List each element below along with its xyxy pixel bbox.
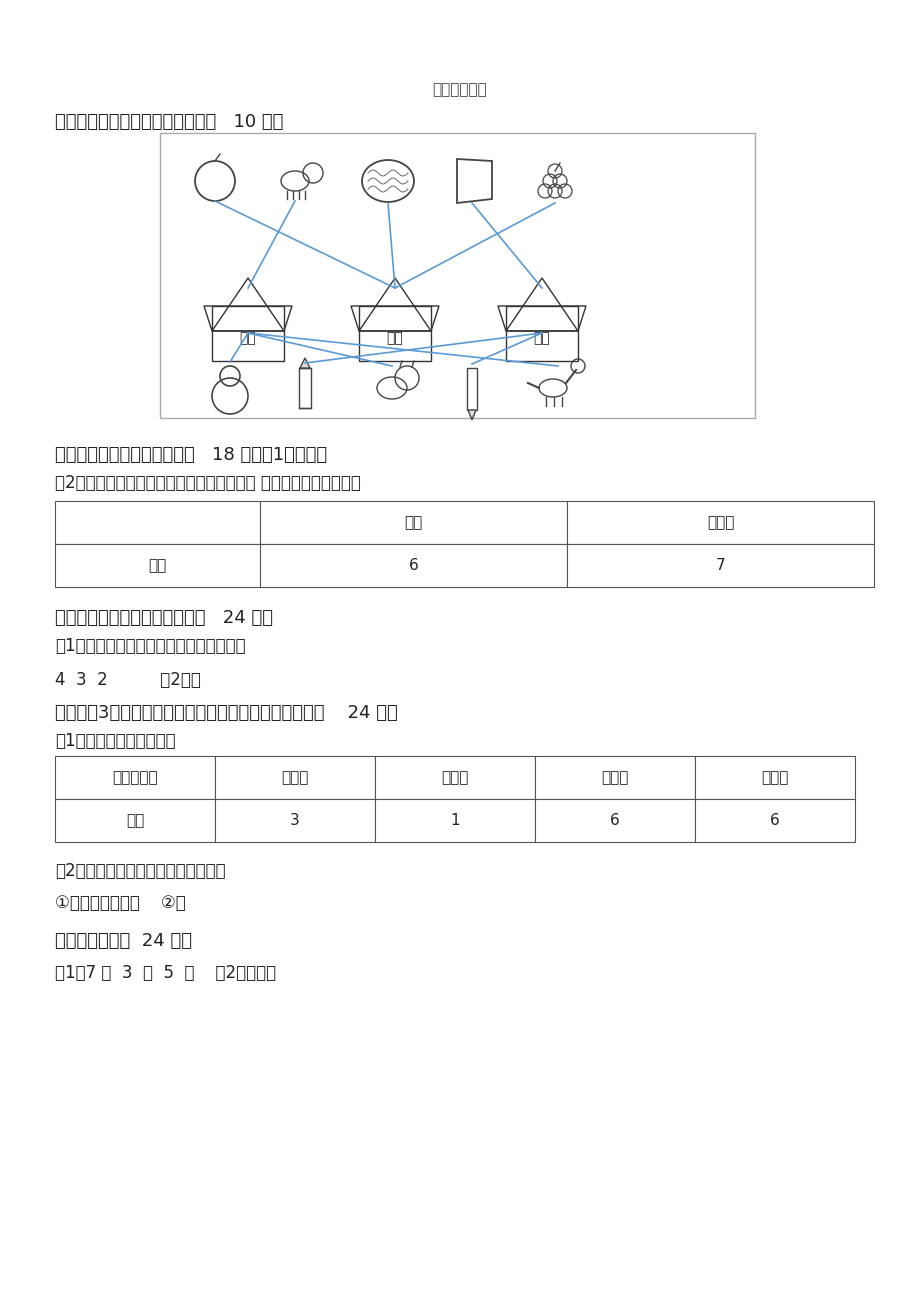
Text: 7: 7 xyxy=(715,558,724,573)
Text: 人数: 人数 xyxy=(126,813,144,827)
Text: （1）7 只  3  头  5  匹    （2）答案略: （1）7 只 3 头 5 匹 （2）答案略 xyxy=(55,964,276,982)
Bar xyxy=(694,756,854,799)
Polygon shape xyxy=(468,410,475,420)
Bar xyxy=(55,756,215,799)
Polygon shape xyxy=(300,358,310,367)
Text: 四、一（3）班同学们参加兴趣活动组的情况如下图（计    24 分）: 四、一（3）班同学们参加兴趣活动组的情况如下图（计 24 分） xyxy=(55,704,397,722)
Bar xyxy=(375,756,535,799)
Text: 不涂色: 不涂色 xyxy=(706,515,733,530)
Bar xyxy=(375,799,535,842)
Text: 文具: 文具 xyxy=(533,331,550,345)
Text: （2）如果把这些图形分成两组可以怎样分？ 把分的结果填在下面。: （2）如果把这些图形分成两组可以怎样分？ 把分的结果填在下面。 xyxy=(55,474,360,493)
Bar xyxy=(55,799,215,842)
Text: 6: 6 xyxy=(408,558,418,573)
Bar xyxy=(505,306,577,361)
Bar xyxy=(535,799,694,842)
Text: 涂色: 涂色 xyxy=(404,515,422,530)
Bar xyxy=(535,756,694,799)
Text: 手工组: 手工组 xyxy=(281,770,309,784)
Text: 五、动物园（计  24 分）: 五、动物园（计 24 分） xyxy=(55,932,192,950)
Bar xyxy=(55,543,260,586)
Text: 二、分类整理下面的图形（计   18 分）（1）涂色略: 二、分类整理下面的图形（计 18 分）（1）涂色略 xyxy=(55,446,327,464)
Bar xyxy=(467,367,476,410)
Text: 书法组: 书法组 xyxy=(441,770,468,784)
Bar xyxy=(260,500,566,543)
Bar xyxy=(358,306,430,361)
Text: 4  3  2          （2）略: 4 3 2 （2）略 xyxy=(55,671,200,689)
Bar xyxy=(260,543,566,586)
Bar xyxy=(566,500,873,543)
Text: 三、想一想，可以怎样分？（计   24 分）: 三、想一想，可以怎样分？（计 24 分） xyxy=(55,609,273,627)
Text: （2）根据上面的统计结果回答问题。: （2）根据上面的统计结果回答问题。 xyxy=(55,863,225,880)
Text: 水果: 水果 xyxy=(386,331,403,345)
Bar xyxy=(55,500,260,543)
Text: 6: 6 xyxy=(609,813,619,827)
Bar xyxy=(160,133,754,418)
Bar xyxy=(215,799,375,842)
Text: 动物: 动物 xyxy=(239,331,256,345)
Bar xyxy=(211,306,284,361)
Text: ①绘画组和舞蹈组    ②略: ①绘画组和舞蹈组 ②略 xyxy=(55,894,186,912)
Bar xyxy=(215,756,375,799)
Text: 6: 6 xyxy=(769,813,779,827)
Text: 兴趣活动组: 兴趣活动组 xyxy=(112,770,158,784)
Text: 舞蹈组: 舞蹈组 xyxy=(761,770,788,784)
Text: （1）按水果种类分一分，在下面填一填。: （1）按水果种类分一分，在下面填一填。 xyxy=(55,637,245,655)
Text: （1）根据上图填写下表。: （1）根据上图填写下表。 xyxy=(55,732,176,751)
Text: 1: 1 xyxy=(449,813,460,827)
Text: 绘画组: 绘画组 xyxy=(601,770,628,784)
Text: 个数: 个数 xyxy=(148,558,166,573)
Bar xyxy=(566,543,873,586)
Bar xyxy=(694,799,854,842)
Text: 3: 3 xyxy=(289,813,300,827)
Text: 一、连一连，走进自己的房间（计   10 分）: 一、连一连，走进自己的房间（计 10 分） xyxy=(55,113,283,132)
Bar xyxy=(299,367,311,408)
Text: （参考答案）: （参考答案） xyxy=(432,82,487,96)
